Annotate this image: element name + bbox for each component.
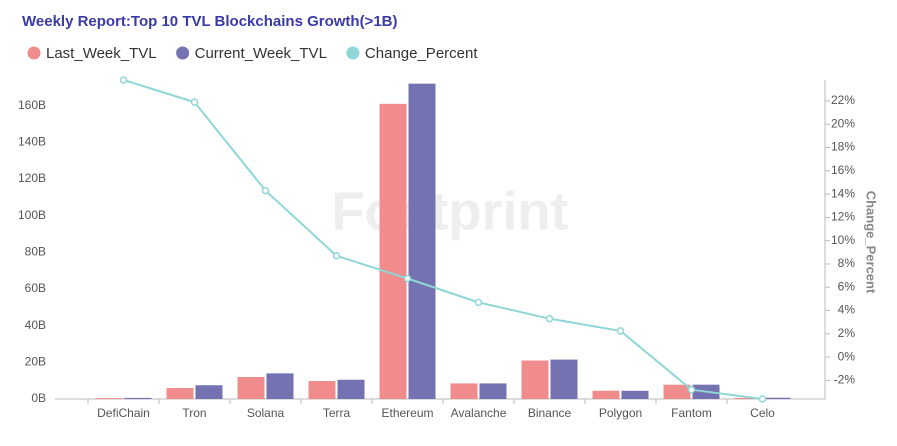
- bar: [195, 385, 223, 399]
- bar: [266, 373, 294, 399]
- point: [332, 252, 341, 260]
- x-tick-label: Solana: [247, 406, 285, 420]
- bar: [166, 388, 194, 399]
- y-tick-label: 20B: [25, 355, 46, 369]
- y2-tick-label: 20%: [831, 116, 855, 130]
- bar: [521, 360, 549, 399]
- bar: [734, 397, 762, 399]
- y-tick-label: 100B: [18, 208, 46, 222]
- bar: [124, 397, 152, 399]
- point: [403, 274, 412, 283]
- y2-tick-label: 22%: [831, 93, 855, 107]
- bar: [237, 377, 265, 399]
- y-tick-label: 40B: [25, 318, 46, 332]
- watermark: Footprint: [332, 181, 569, 241]
- bar: [479, 383, 507, 399]
- point: [474, 298, 483, 307]
- y-tick-label: 0B: [31, 391, 46, 405]
- x-tick-label: Celo: [750, 406, 775, 420]
- y2-axis-label: Change_Percent: [864, 191, 879, 294]
- y2-tick-label: 4%: [838, 303, 856, 317]
- y-tick-label: 160B: [18, 98, 46, 112]
- bar: [337, 379, 365, 399]
- y2-tick-label: 14%: [831, 186, 855, 200]
- y2-tick-label: -2%: [834, 373, 856, 387]
- bar: [621, 390, 649, 399]
- x-tick-label: Terra: [323, 406, 351, 420]
- legend-label: Last_Week_TVL: [46, 45, 157, 62]
- y2-tick-label: 12%: [831, 210, 855, 224]
- legend-swatch: [346, 46, 360, 60]
- point: [616, 327, 625, 335]
- y-tick-label: 140B: [18, 135, 46, 149]
- y-tick-label: 120B: [18, 171, 46, 185]
- point: [261, 186, 270, 195]
- y-tick-label: 80B: [25, 245, 46, 259]
- x-tick-label: Binance: [528, 406, 572, 420]
- x-tick-label: Avalanche: [451, 406, 507, 420]
- legend-label: Change_Percent: [365, 45, 478, 62]
- x-tick-label: Polygon: [599, 406, 642, 420]
- y-tick-label: 60B: [25, 281, 46, 295]
- line: [123, 79, 763, 400]
- y2-tick-label: 8%: [838, 256, 856, 270]
- x-tick-label: Tron: [182, 406, 206, 420]
- y2-tick-label: 0%: [838, 349, 856, 363]
- bar: [550, 359, 578, 399]
- bar: [592, 390, 620, 399]
- point: [190, 98, 199, 106]
- bar: [408, 83, 436, 400]
- x-tick-label: DefiChain: [97, 406, 150, 420]
- legend-label: Current_Week_TVL: [195, 45, 327, 62]
- bar: [95, 398, 123, 399]
- legend-swatch: [176, 46, 190, 60]
- y2-tick-label: 10%: [831, 233, 855, 247]
- point: [119, 76, 128, 84]
- bar: [379, 103, 407, 399]
- bar: [308, 381, 336, 399]
- x-tick-label: Fantom: [671, 406, 712, 420]
- bar: [663, 384, 691, 399]
- y2-tick-label: 16%: [831, 163, 855, 177]
- legend-swatch: [27, 46, 41, 60]
- y2-tick-label: 6%: [838, 279, 856, 293]
- point: [687, 385, 696, 394]
- bar: [763, 397, 791, 399]
- bar: [450, 383, 478, 399]
- x-tick-label: Ethereum: [381, 406, 433, 420]
- point: [758, 395, 767, 403]
- point: [545, 314, 554, 323]
- y2-tick-label: 18%: [831, 140, 855, 154]
- chart-title: Weekly Report:Top 10 TVL Blockchains Gro…: [22, 13, 398, 30]
- y2-tick-label: 2%: [838, 326, 856, 340]
